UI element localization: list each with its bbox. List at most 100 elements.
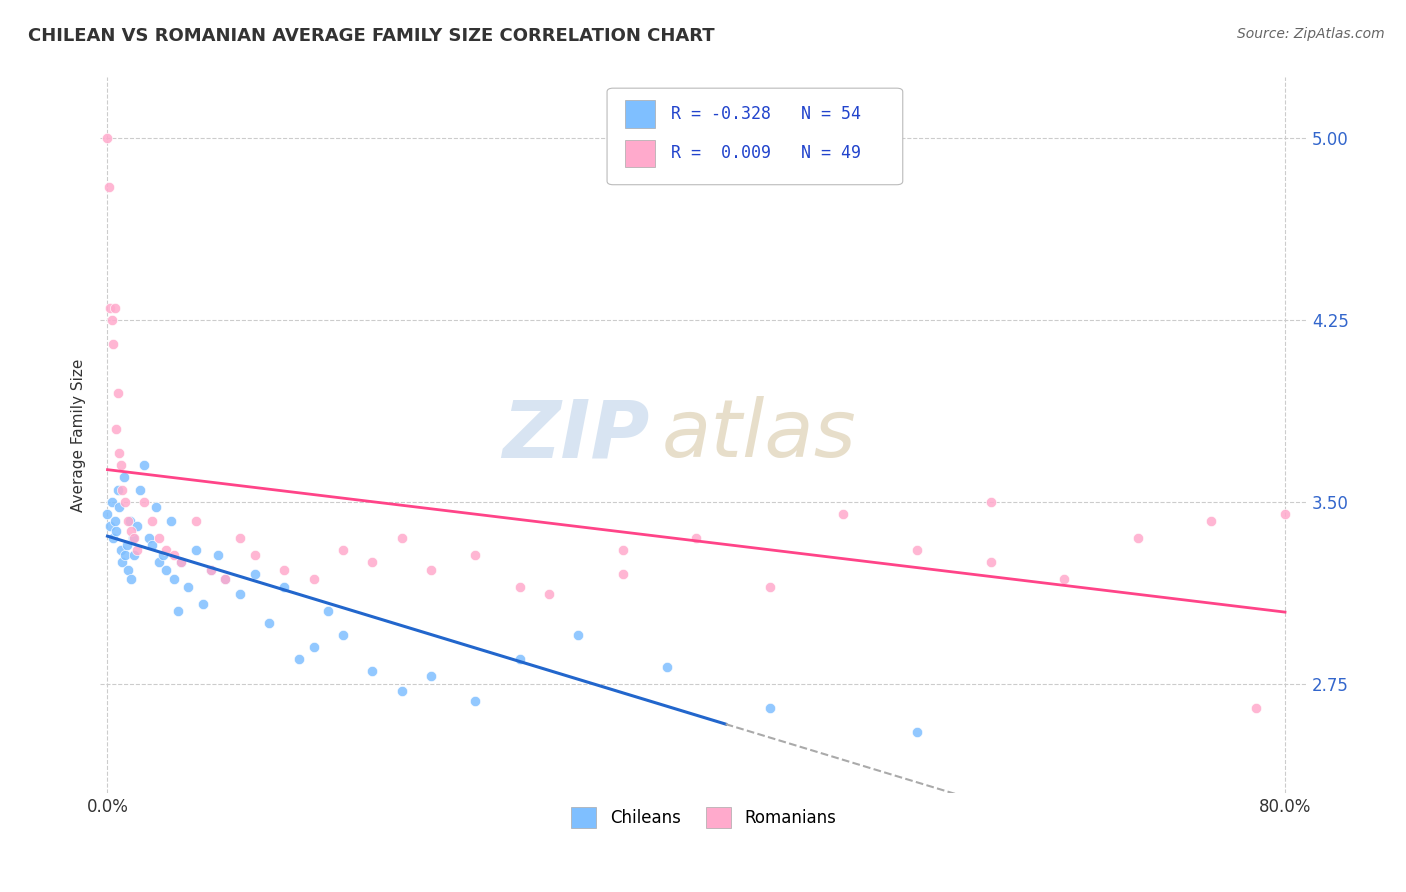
Point <box>273 563 295 577</box>
Point <box>159 514 181 528</box>
Point <box>170 555 193 569</box>
Point <box>259 615 281 630</box>
Point <box>105 422 128 436</box>
Point <box>685 531 707 545</box>
Point <box>101 494 124 508</box>
Point <box>155 563 177 577</box>
Point <box>316 604 339 618</box>
Point <box>117 563 139 577</box>
Point <box>361 555 384 569</box>
Point <box>138 531 160 545</box>
Point <box>612 543 634 558</box>
Point <box>200 563 222 577</box>
Point <box>302 572 325 586</box>
Point <box>464 693 486 707</box>
Point <box>509 652 531 666</box>
Point <box>152 548 174 562</box>
Point <box>229 531 252 545</box>
Point <box>134 458 156 473</box>
Point <box>229 587 252 601</box>
Point <box>145 500 167 514</box>
Point <box>163 548 186 562</box>
Point <box>114 548 136 562</box>
Point <box>148 531 170 545</box>
Point <box>122 531 145 545</box>
Text: Source: ZipAtlas.com: Source: ZipAtlas.com <box>1237 27 1385 41</box>
Point <box>191 597 214 611</box>
Point <box>111 483 134 497</box>
FancyBboxPatch shape <box>626 140 655 167</box>
Point <box>538 587 561 601</box>
Point <box>125 519 148 533</box>
Point <box>103 531 125 545</box>
Point <box>117 514 139 528</box>
Point <box>148 555 170 569</box>
Point <box>114 494 136 508</box>
Legend: Chileans, Romanians: Chileans, Romanians <box>565 801 842 834</box>
Point <box>1201 514 1223 528</box>
Point <box>100 519 122 533</box>
Point <box>107 483 129 497</box>
Point <box>108 500 131 514</box>
Point <box>980 555 1002 569</box>
Point <box>115 538 138 552</box>
Point <box>105 524 128 538</box>
Point <box>96 131 118 145</box>
Point <box>1126 531 1149 545</box>
Text: R = -0.328   N = 54: R = -0.328 N = 54 <box>671 105 860 123</box>
Point <box>97 179 120 194</box>
Point <box>1053 572 1076 586</box>
Point <box>120 524 142 538</box>
Point <box>170 555 193 569</box>
Point <box>391 683 413 698</box>
Point <box>1274 507 1296 521</box>
Point <box>141 514 163 528</box>
Point <box>420 563 443 577</box>
Point <box>207 548 229 562</box>
Text: R =  0.009   N = 49: R = 0.009 N = 49 <box>671 145 860 162</box>
Point <box>121 531 143 545</box>
Point <box>567 628 589 642</box>
Point <box>464 548 486 562</box>
Point <box>288 652 311 666</box>
Point <box>612 567 634 582</box>
Point <box>107 385 129 400</box>
Point <box>361 665 384 679</box>
Point <box>391 531 413 545</box>
Point <box>832 507 855 521</box>
Point <box>214 572 236 586</box>
Point <box>214 572 236 586</box>
Text: ZIP: ZIP <box>502 396 650 474</box>
Point <box>100 301 122 315</box>
Point <box>332 628 354 642</box>
Point <box>134 494 156 508</box>
Point <box>101 313 124 327</box>
Point <box>120 572 142 586</box>
FancyBboxPatch shape <box>626 100 655 128</box>
Point <box>110 458 132 473</box>
Point <box>184 543 207 558</box>
Point <box>509 580 531 594</box>
Point <box>103 337 125 351</box>
Point <box>128 483 150 497</box>
Point <box>167 604 190 618</box>
Point <box>243 567 266 582</box>
Point <box>655 659 678 673</box>
FancyBboxPatch shape <box>607 88 903 185</box>
Point <box>108 446 131 460</box>
Point <box>1244 700 1267 714</box>
Y-axis label: Average Family Size: Average Family Size <box>72 359 86 512</box>
Point <box>905 543 928 558</box>
Point <box>122 548 145 562</box>
Point <box>905 725 928 739</box>
Text: CHILEAN VS ROMANIAN AVERAGE FAMILY SIZE CORRELATION CHART: CHILEAN VS ROMANIAN AVERAGE FAMILY SIZE … <box>28 27 714 45</box>
Point <box>110 543 132 558</box>
Point <box>104 514 127 528</box>
Point <box>96 507 118 521</box>
Point <box>163 572 186 586</box>
Point <box>273 580 295 594</box>
Point <box>759 580 782 594</box>
Point <box>177 580 200 594</box>
Point <box>200 563 222 577</box>
Text: atlas: atlas <box>661 396 856 474</box>
